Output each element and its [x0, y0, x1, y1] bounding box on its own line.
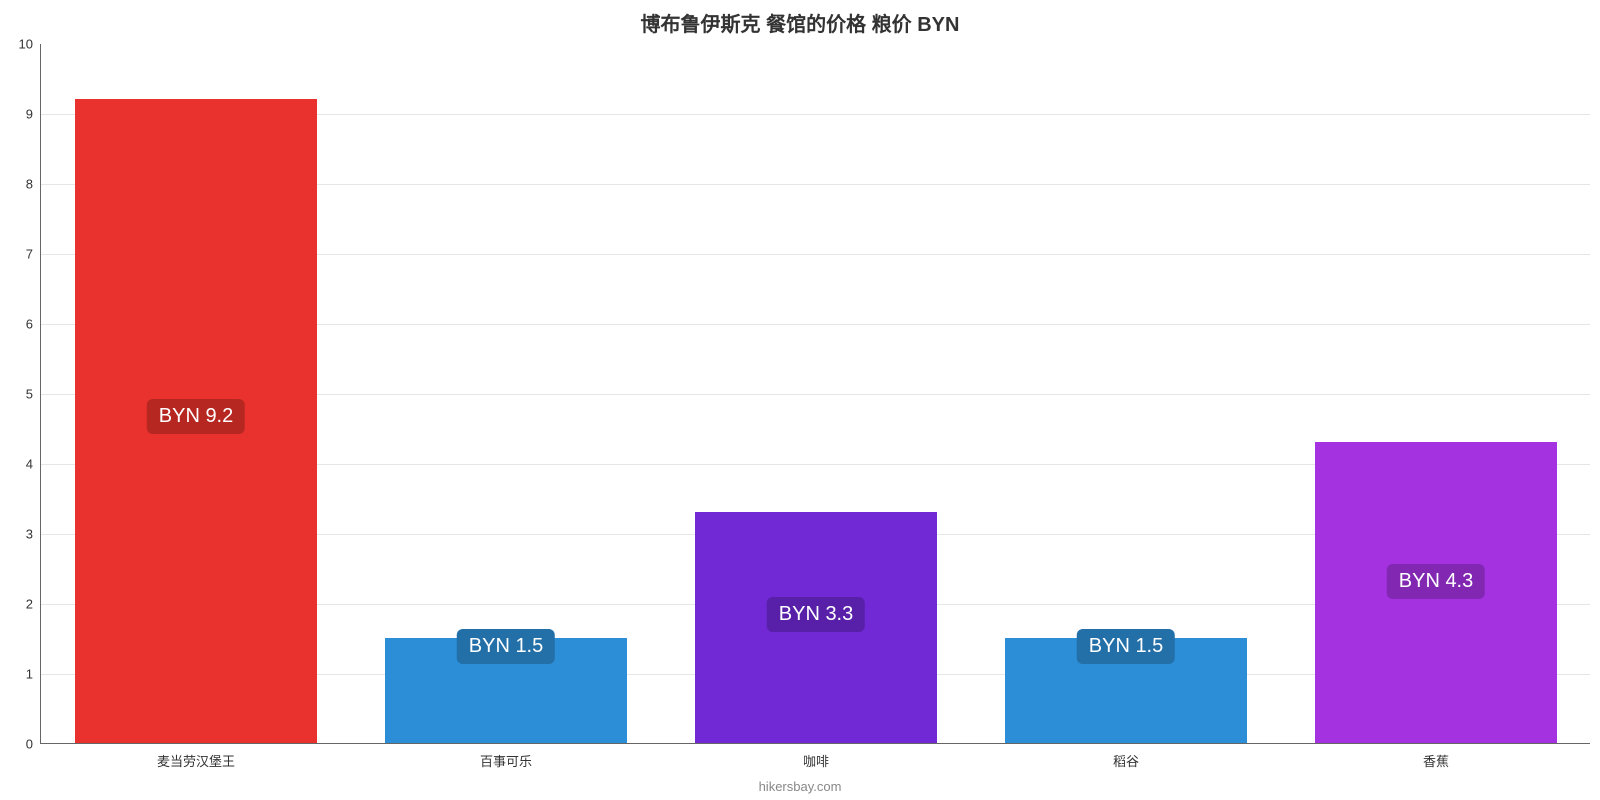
bar-value-label: BYN 4.3	[1387, 564, 1485, 599]
y-tick-label: 4	[26, 457, 41, 472]
y-tick-label: 8	[26, 177, 41, 192]
x-tick-label: 咖啡	[803, 743, 829, 770]
y-tick-label: 10	[19, 37, 41, 52]
y-tick-label: 3	[26, 527, 41, 542]
x-tick-label: 百事可乐	[480, 743, 532, 770]
y-tick-label: 6	[26, 317, 41, 332]
bar-value-label: BYN 1.5	[457, 629, 555, 664]
x-tick-label: 麦当劳汉堡王	[157, 743, 235, 770]
chart-title: 博布鲁伊斯克 餐馆的价格 粮价 BYN	[0, 8, 1600, 37]
bar-value-label: BYN 9.2	[147, 399, 245, 434]
x-tick-label: 稻谷	[1113, 743, 1139, 770]
y-tick-label: 1	[26, 667, 41, 682]
x-tick-label: 香蕉	[1423, 743, 1449, 770]
y-tick-label: 9	[26, 107, 41, 122]
bar-value-label: BYN 1.5	[1077, 629, 1175, 664]
y-tick-label: 7	[26, 247, 41, 262]
y-tick-label: 5	[26, 387, 41, 402]
price-bar-chart: 博布鲁伊斯克 餐馆的价格 粮价 BYN 012345678910BYN 9.2麦…	[0, 0, 1600, 800]
attribution-text: hikersbay.com	[0, 779, 1600, 794]
y-tick-label: 2	[26, 597, 41, 612]
y-tick-label: 0	[26, 737, 41, 752]
bar-value-label: BYN 3.3	[767, 597, 865, 632]
plot-area: 012345678910BYN 9.2麦当劳汉堡王BYN 1.5百事可乐BYN …	[40, 44, 1590, 744]
